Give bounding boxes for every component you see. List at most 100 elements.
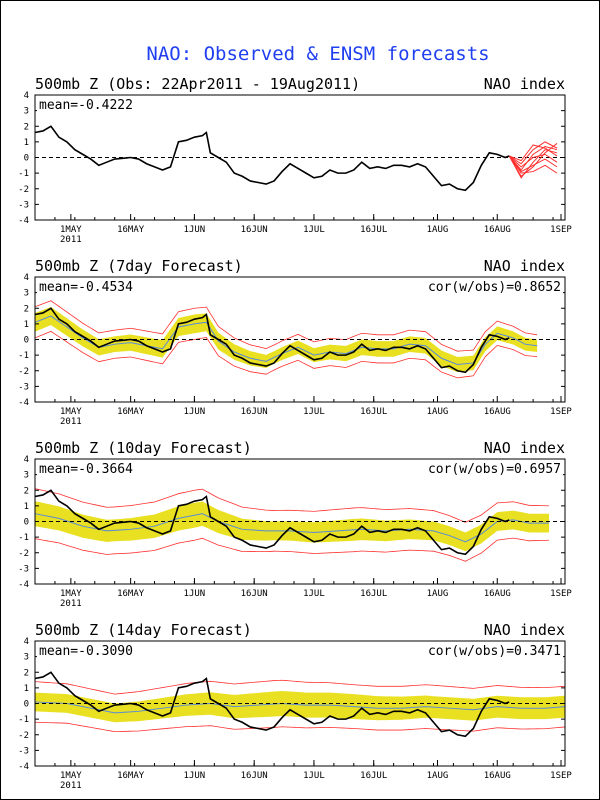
y-tick-label: 4: [24, 273, 29, 283]
year-label: 2011: [60, 417, 82, 427]
y-tick-label: 1: [24, 138, 29, 148]
y-tick-label: 4: [24, 637, 29, 647]
mean-label-box: [37, 97, 135, 114]
y-tick-label: -3: [18, 200, 29, 210]
x-tick-label: 1JUN: [184, 225, 206, 235]
mean-label: mean=-0.3664: [39, 462, 133, 477]
x-tick-label: 16JUN: [241, 589, 268, 599]
x-tick-label: 1AUG: [427, 771, 449, 781]
ensemble-upper-line: [34, 679, 566, 695]
ensemble-lower-line: [34, 721, 566, 733]
x-tick-label: 16MAY: [117, 225, 145, 235]
x-tick-label: 1SEP: [550, 589, 572, 599]
y-tick-label: -4: [18, 398, 29, 408]
y-tick-label: 2: [24, 668, 29, 678]
spread-band: [35, 501, 550, 552]
ensemble-lower-line: [34, 330, 538, 379]
x-tick-label: 1MAY: [60, 589, 82, 599]
panels-container: 500mb Z (Obs: 22Apr2011 - 19Aug2011) NAO …: [18, 75, 572, 791]
year-label: 2011: [60, 781, 82, 791]
forecast-mean-line: [34, 701, 566, 714]
forecast-mean-line: [34, 315, 538, 366]
x-tick-label: 16JUL: [360, 225, 387, 235]
x-tick-label: 1AUG: [427, 225, 449, 235]
y-tick-label: 3: [24, 471, 29, 481]
y-tick-label: 0: [24, 518, 29, 528]
x-tick-label: 1AUG: [427, 589, 449, 599]
correlation-label: cor(w/obs)=0.3471: [428, 644, 561, 659]
x-tick-label: 1JUL: [303, 407, 325, 417]
panel-1: 500mb Z (Obs: 22Apr2011 - 19Aug2011) NAO …: [18, 75, 572, 245]
y-tick-label: -3: [18, 564, 29, 574]
y-tick-label: -1: [18, 169, 29, 179]
x-tick-label: 1JUN: [184, 589, 206, 599]
ensemble-member-line: [508, 155, 558, 173]
panel-2: 500mb Z (7day Forecast) NAO index 4 3 2 1 0 -1 -…: [18, 257, 572, 427]
correlation-label: cor(w/obs)=0.8652: [428, 280, 561, 295]
x-tick-label: 16AUG: [484, 771, 511, 781]
correlation-label-box: [425, 279, 563, 296]
y-tick-label: -2: [18, 367, 29, 377]
x-tick-label: 16MAY: [117, 589, 145, 599]
y-tick-label: -1: [18, 351, 29, 361]
ensemble-member-line: [508, 141, 558, 165]
panel-title: 500mb Z (10day Forecast): [35, 439, 252, 457]
panel-right-label: NAO index: [484, 439, 565, 457]
panel-title: 500mb Z (7day Forecast): [35, 257, 243, 275]
correlation-label: cor(w/obs)=0.6957: [428, 462, 561, 477]
year-label: 2011: [60, 235, 82, 245]
x-tick-label: 1JUL: [303, 771, 325, 781]
x-tick-label: 16JUN: [241, 225, 268, 235]
x-tick-label: 1MAY: [60, 225, 82, 235]
y-tick-label: -2: [18, 731, 29, 741]
panel-title: 500mb Z (Obs: 22Apr2011 - 19Aug2011): [35, 75, 360, 93]
y-tick-label: -3: [18, 382, 29, 392]
panel-title: 500mb Z (14day Forecast): [35, 621, 252, 639]
y-tick-label: -4: [18, 216, 29, 226]
x-tick-label: 1JUN: [184, 771, 206, 781]
panel-3: 500mb Z (10day Forecast) NAO index 4 3 2 1 0 -1…: [18, 439, 572, 609]
x-tick-label: 16AUG: [484, 407, 511, 417]
y-tick-label: -1: [18, 715, 29, 725]
y-tick-label: 2: [24, 304, 29, 314]
y-tick-label: -2: [18, 549, 29, 559]
figure-title: NAO: Observed & ENSM forecasts: [146, 43, 489, 65]
y-tick-label: 0: [24, 336, 29, 346]
ensemble-upper-line: [34, 488, 550, 523]
x-tick-label: 1JUN: [184, 407, 206, 417]
x-tick-label: 1MAY: [60, 407, 82, 417]
x-tick-label: 16MAY: [117, 407, 145, 417]
x-tick-label: 1MAY: [60, 771, 82, 781]
observed-line: [34, 489, 510, 556]
ensemble-upper-line: [34, 300, 538, 352]
mean-label: mean=-0.4222: [39, 98, 133, 113]
y-tick-label: -4: [18, 762, 29, 772]
x-tick-label: 1SEP: [550, 407, 572, 417]
ensemble-member-line: [508, 153, 558, 168]
x-tick-label: 16JUN: [241, 771, 268, 781]
ensemble-member-line: [508, 155, 558, 174]
y-tick-label: 1: [24, 320, 29, 330]
mean-label-box: [37, 643, 135, 660]
observed-line: [34, 307, 510, 374]
x-tick-label: 1AUG: [427, 407, 449, 417]
y-tick-label: 4: [24, 455, 29, 465]
x-tick-label: 16AUG: [484, 225, 511, 235]
mean-label-box: [37, 279, 136, 296]
y-tick-label: 3: [24, 289, 29, 299]
y-tick-label: 1: [24, 684, 29, 694]
x-tick-label: 1SEP: [550, 771, 572, 781]
x-tick-label: 1JUL: [303, 589, 325, 599]
y-tick-label: 3: [24, 653, 29, 663]
mean-label: mean=-0.4534: [39, 280, 133, 295]
x-tick-label: 16JUL: [360, 771, 387, 781]
panel-right-label: NAO index: [484, 621, 565, 639]
y-tick-label: 1: [24, 502, 29, 512]
y-tick-label: 0: [24, 700, 29, 710]
forecast-mean-line: [34, 513, 550, 543]
spread-band: [35, 307, 538, 372]
y-tick-label: -2: [18, 185, 29, 195]
y-tick-label: 3: [24, 107, 29, 117]
y-tick-label: -3: [18, 746, 29, 756]
